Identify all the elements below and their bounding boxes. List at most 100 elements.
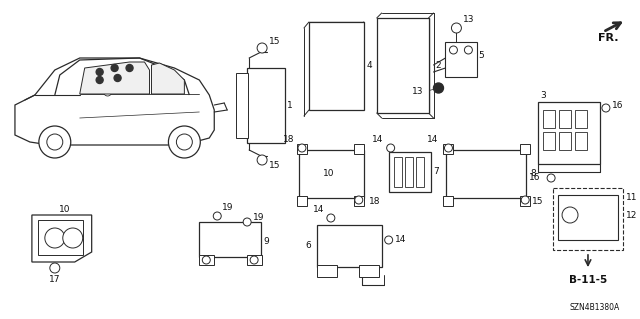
Bar [447,150,526,198]
Text: B-11-5: B-11-5 [569,275,607,285]
Circle shape [39,126,71,158]
Circle shape [385,236,393,244]
Circle shape [257,43,267,53]
Text: 4: 4 [367,61,372,70]
Text: 8: 8 [530,168,536,177]
Text: 3: 3 [540,92,546,100]
Text: 11: 11 [626,194,637,203]
Text: 9: 9 [263,238,269,247]
Circle shape [126,64,133,71]
Circle shape [327,214,335,222]
Bar [297,196,307,206]
Polygon shape [80,62,150,94]
Circle shape [602,104,610,112]
Polygon shape [32,215,92,262]
Text: 14: 14 [395,235,406,244]
Bar [359,265,379,277]
Circle shape [521,196,529,204]
Bar [559,132,571,150]
Circle shape [45,228,65,248]
Bar [309,22,364,110]
Bar [247,255,262,265]
Circle shape [50,263,60,273]
Text: 6: 6 [305,241,311,249]
Circle shape [104,88,111,96]
Bar [236,73,248,138]
Bar [377,18,429,113]
Text: 15: 15 [532,197,543,206]
Bar [444,144,453,154]
Text: 16: 16 [612,101,623,110]
Circle shape [96,69,103,76]
Text: 2: 2 [435,61,441,70]
Text: 1: 1 [287,100,292,109]
Circle shape [202,256,211,264]
Bar [575,110,587,128]
Circle shape [96,77,103,84]
Circle shape [250,256,258,264]
Text: 10: 10 [59,205,70,214]
Circle shape [355,196,363,204]
Text: 10: 10 [323,168,335,177]
Circle shape [444,144,452,152]
Bar [317,265,337,277]
Bar [354,144,364,154]
Text: 16: 16 [529,174,540,182]
Bar [543,110,555,128]
Text: 14: 14 [372,136,383,145]
Bar [445,42,477,77]
Circle shape [547,174,555,182]
Circle shape [114,75,121,81]
Bar [38,220,83,255]
Bar [543,132,555,150]
Text: 18: 18 [282,136,294,145]
Text: 5: 5 [478,50,484,60]
Text: 14: 14 [427,136,438,145]
Bar [520,144,530,154]
Text: 18: 18 [369,197,380,206]
Circle shape [451,23,461,33]
Bar [520,196,530,206]
Circle shape [449,46,458,54]
Bar [317,225,381,267]
Circle shape [168,126,200,158]
Bar [575,132,587,150]
Circle shape [213,212,221,220]
Circle shape [257,155,267,165]
Text: 15: 15 [269,38,280,47]
Bar [415,157,424,187]
Text: 12: 12 [626,211,637,219]
Bar [444,196,453,206]
Bar [394,157,402,187]
Bar [404,157,413,187]
Text: 17: 17 [49,276,61,285]
Polygon shape [15,58,214,145]
Text: FR.: FR. [598,33,618,43]
Bar [354,196,364,206]
Circle shape [465,46,472,54]
Text: 13: 13 [463,16,475,25]
Text: 15: 15 [269,160,280,169]
Bar [297,144,307,154]
Bar [199,255,214,265]
Bar [299,150,364,198]
Circle shape [111,64,118,71]
Circle shape [63,228,83,248]
Circle shape [177,134,193,150]
Circle shape [433,83,444,93]
Bar [553,188,623,250]
Text: 14: 14 [312,205,324,214]
Bar [538,102,600,164]
Text: 19: 19 [253,212,264,221]
Bar [558,195,618,240]
Text: SZN4B1380A: SZN4B1380A [570,303,620,313]
Circle shape [47,134,63,150]
Bar [388,152,431,192]
Circle shape [243,218,251,226]
Bar [247,68,285,143]
Circle shape [562,207,578,223]
Text: 19: 19 [222,204,234,212]
Bar [199,222,261,257]
Circle shape [387,144,395,152]
Text: 13: 13 [412,87,424,97]
